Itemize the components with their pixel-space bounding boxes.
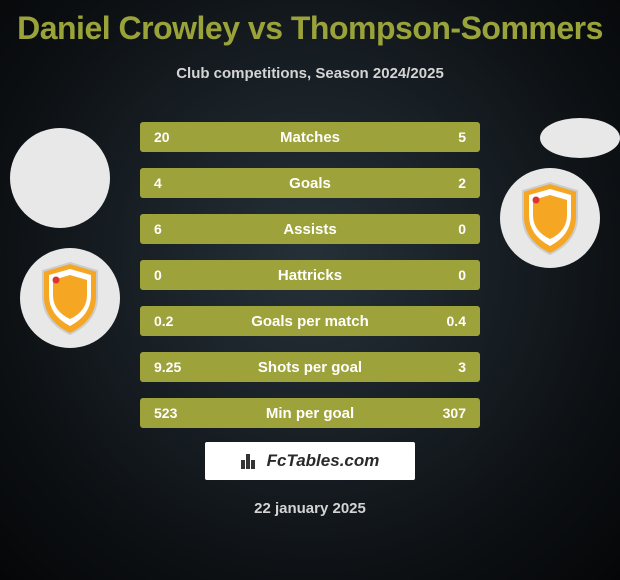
stat-label: Assists xyxy=(283,221,336,238)
stat-row: 523 Min per goal 307 xyxy=(140,398,480,428)
fctables-label: FcTables.com xyxy=(267,451,380,471)
footer-date: 22 january 2025 xyxy=(0,500,620,517)
stat-right-value: 0.4 xyxy=(426,313,466,329)
stat-row: 9.25 Shots per goal 3 xyxy=(140,352,480,382)
stat-left-value: 9.25 xyxy=(154,359,194,375)
stat-right-value: 0 xyxy=(426,221,466,237)
player-left-avatar xyxy=(10,128,110,228)
shield-icon xyxy=(35,261,105,336)
stat-row: 0 Hattricks 0 xyxy=(140,260,480,290)
stat-row: 20 Matches 5 xyxy=(140,122,480,152)
stat-label: Min per goal xyxy=(266,405,354,422)
stat-left-value: 0.2 xyxy=(154,313,194,329)
shield-icon xyxy=(515,181,585,256)
page-title: Daniel Crowley vs Thompson-Sommers xyxy=(0,0,620,47)
fctables-badge: FcTables.com xyxy=(205,442,415,480)
stat-right-value: 2 xyxy=(426,175,466,191)
club-left-badge xyxy=(20,248,120,348)
stat-right-value: 0 xyxy=(426,267,466,283)
stat-left-value: 523 xyxy=(154,405,194,421)
stat-label: Goals xyxy=(289,175,331,192)
stat-left-value: 4 xyxy=(154,175,194,191)
stat-label: Matches xyxy=(280,129,340,146)
stat-row: 6 Assists 0 xyxy=(140,214,480,244)
stats-rows: 20 Matches 5 4 Goals 2 6 Assists 0 0 Hat… xyxy=(140,122,480,444)
stat-left-value: 0 xyxy=(154,267,194,283)
stat-right-value: 5 xyxy=(426,129,466,145)
stat-left-value: 20 xyxy=(154,129,194,145)
stat-label: Hattricks xyxy=(278,267,342,284)
stat-label: Goals per match xyxy=(251,313,369,330)
stat-label: Shots per goal xyxy=(258,359,362,376)
stat-right-value: 307 xyxy=(426,405,466,421)
subtitle: Club competitions, Season 2024/2025 xyxy=(0,65,620,82)
stat-left-value: 6 xyxy=(154,221,194,237)
stat-right-value: 3 xyxy=(426,359,466,375)
stat-row: 0.2 Goals per match 0.4 xyxy=(140,306,480,336)
bar-chart-icon xyxy=(241,450,263,472)
player-right-avatar xyxy=(540,118,620,158)
stat-row: 4 Goals 2 xyxy=(140,168,480,198)
club-right-badge xyxy=(500,168,600,268)
